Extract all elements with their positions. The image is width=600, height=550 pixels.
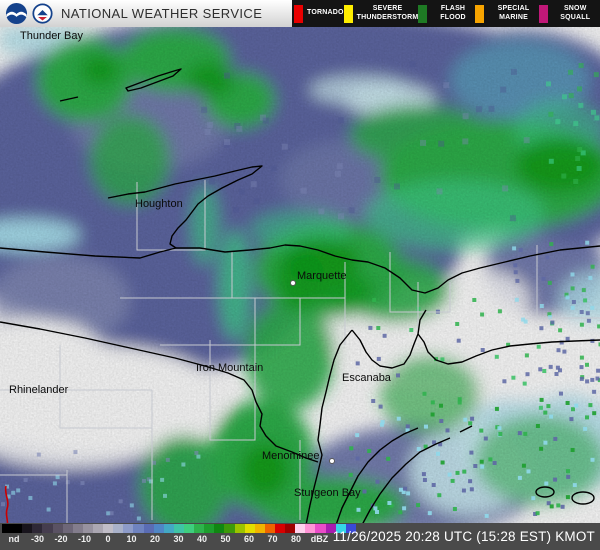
speckle-layer [1, 61, 600, 521]
special-marine-label: SPECIAL MARINE [497, 5, 530, 21]
noaa-logo-icon [5, 2, 28, 25]
status-bar: nd -30 -20 -10 0 10 20 30 40 50 60 70 80 dBZ 11/26/20… [0, 523, 600, 550]
legend-item-snow-squall: SNOW SQUALL [539, 4, 598, 23]
agency-title: NATIONAL WEATHER SERVICE [61, 6, 263, 21]
colorbar-tick: 70 [267, 534, 278, 544]
colorbar-strip [2, 524, 356, 533]
warning-boundary-line [4, 485, 9, 528]
colorbar-tick: 0 [105, 534, 111, 544]
severe-thunderstorm-swatch [343, 4, 353, 23]
county-borders [0, 180, 600, 525]
warning-legend: TORNADO SEVERE THUNDERSTORM FLASH FLOOD … [292, 0, 600, 27]
nws-logo-icon [32, 3, 53, 24]
colorbar-tick: 50 [220, 534, 231, 544]
severe-thunderstorm-label: SEVERE THUNDERSTORM [356, 5, 419, 21]
header-bar: NATIONAL WEATHER SERVICE TORNADO SEVERE … [0, 0, 600, 27]
colorbar-tick: -20 [54, 534, 68, 544]
tornado-label: TORNADO [307, 9, 344, 17]
colorbar-ticks: nd -30 -20 -10 0 10 20 30 40 50 60 70 80 dBZ [0, 523, 356, 550]
header-branding: NATIONAL WEATHER SERVICE [0, 0, 292, 27]
flash-flood-label: FLASH FLOOD [440, 5, 466, 21]
legend-item-flash-flood: FLASH FLOOD [418, 4, 474, 23]
legend-item-tornado: TORNADO [294, 4, 344, 23]
snow-squall-swatch [539, 4, 549, 23]
colorbar-tick: -30 [30, 534, 45, 544]
flash-flood-swatch [418, 4, 428, 23]
timestamp: 11/26/2025 20:28 UTC (15:28 EST) KMOT [332, 529, 595, 544]
colorbar-tick: dBZ [310, 534, 329, 544]
legend-item-special-marine: SPECIAL MARINE [474, 4, 540, 23]
colorbar-tick: 80 [290, 534, 302, 544]
colorbar-tick: 20 [149, 534, 161, 544]
colorbar-tick: 60 [243, 534, 255, 544]
coastlines [0, 68, 600, 526]
colorbar-tick: 30 [173, 534, 184, 544]
colorbar-tick: 10 [126, 534, 137, 544]
colorbar-tick: 40 [196, 534, 208, 544]
colorbar-tick: nd [8, 534, 20, 544]
colorbar-tick: -10 [77, 534, 92, 544]
special-marine-swatch [474, 4, 484, 23]
legend-item-severe-thunderstorm: SEVERE THUNDERSTORM [343, 4, 419, 23]
tornado-swatch [294, 4, 303, 23]
snow-squall-label: SNOW SQUALL [560, 5, 591, 21]
